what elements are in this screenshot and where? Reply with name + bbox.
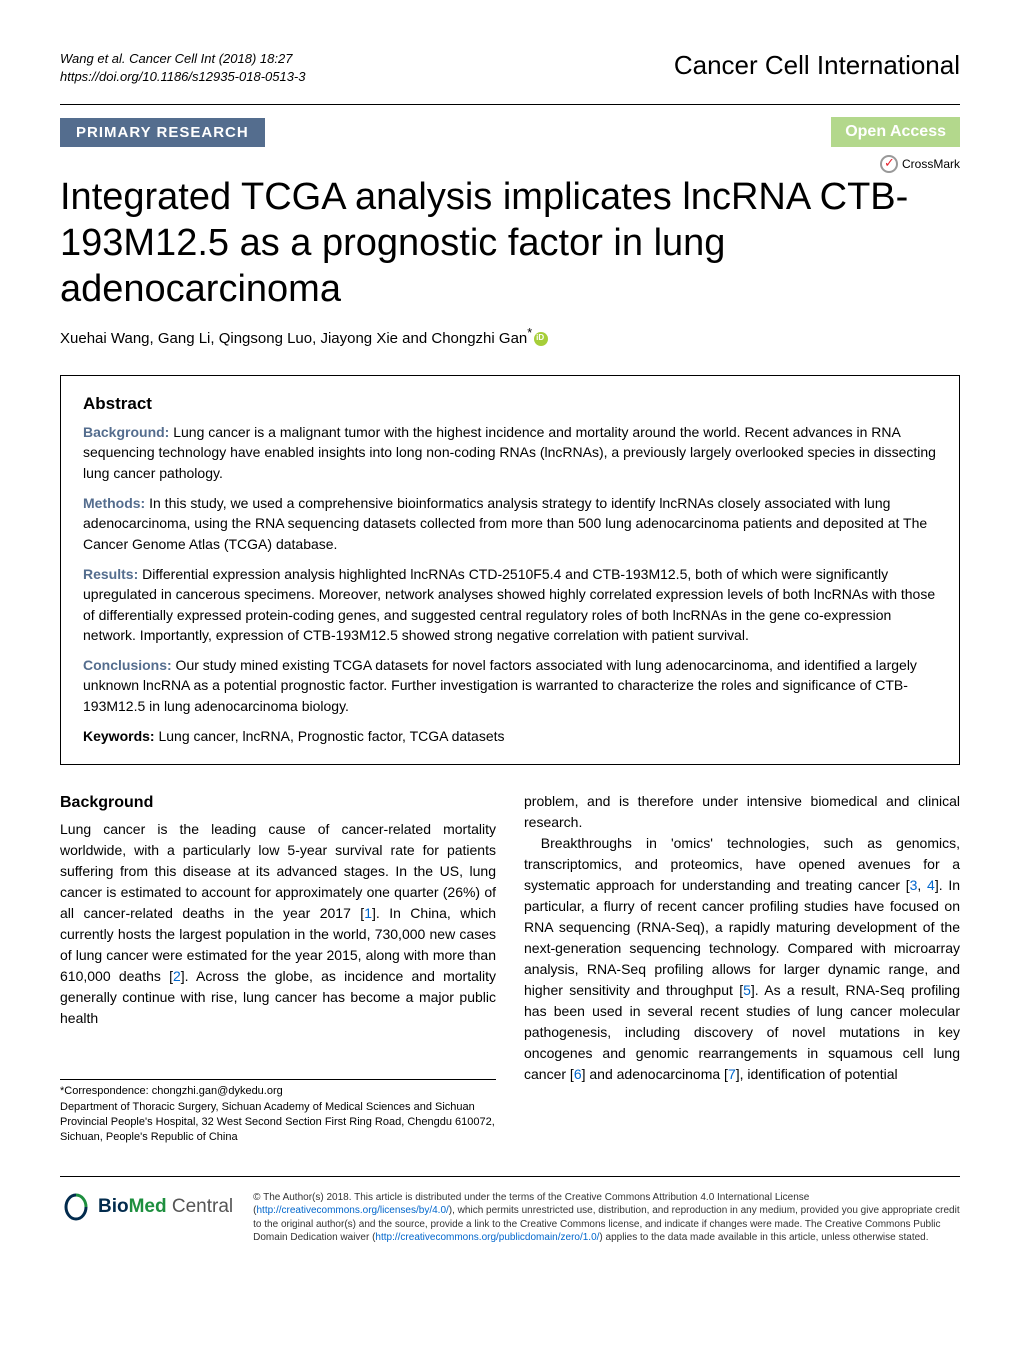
abstract-conclusions-text: Our study mined existing TCGA datasets f…: [83, 657, 917, 714]
ref-1[interactable]: 1: [364, 905, 372, 921]
col2-text-e: ], identification of potential: [736, 1066, 898, 1082]
crossmark-icon: [880, 155, 898, 173]
abstract-keywords-text: Lung cancer, lncRNA, Prognostic factor, …: [155, 728, 505, 744]
abstract-methods-label: Methods:: [83, 495, 145, 511]
abstract-background-label: Background:: [83, 424, 169, 440]
abstract-heading: Abstract: [83, 394, 937, 414]
abstract-methods-text: In this study, we used a comprehensive b…: [83, 495, 927, 552]
license-link-1[interactable]: http://creativecommons.org/licenses/by/4…: [256, 1205, 448, 1216]
bmc-logo[interactable]: BioMed Central: [60, 1191, 233, 1223]
crossmark-row: CrossMark: [60, 155, 960, 173]
open-access-badge: Open Access: [831, 117, 960, 147]
ref-5[interactable]: 5: [743, 982, 751, 998]
background-heading: Background: [60, 791, 496, 815]
col2-text-a: Breakthroughs in 'omics' technologies, s…: [524, 835, 960, 893]
col2-paragraph2: Breakthroughs in 'omics' technologies, s…: [524, 833, 960, 1085]
abstract-box: Abstract Background: Lung cancer is a ma…: [60, 375, 960, 765]
abstract-results-text: Differential expression analysis highlig…: [83, 566, 935, 643]
bmc-icon: [60, 1191, 92, 1223]
ref-2[interactable]: 2: [173, 968, 181, 984]
col2-text-d: ] and adenocarcinoma [: [582, 1066, 728, 1082]
corresponding-marker: *: [527, 326, 532, 340]
author-names: Xuehai Wang, Gang Li, Qingsong Luo, Jiay…: [60, 330, 527, 347]
bmc-text: BioMed Central: [98, 1196, 233, 1218]
license-text: © The Author(s) 2018. This article is di…: [253, 1191, 960, 1245]
crossmark-label: CrossMark: [902, 157, 960, 171]
header-row: Wang et al. Cancer Cell Int (2018) 18:27…: [60, 50, 960, 86]
abstract-keywords: Keywords: Lung cancer, lncRNA, Prognosti…: [83, 726, 937, 746]
crossmark-badge[interactable]: CrossMark: [880, 155, 960, 173]
correspondence-email: *Correspondence: chongzhi.gan@dykedu.org: [60, 1084, 496, 1099]
badge-row: PRIMARY RESEARCH Open Access: [60, 117, 960, 147]
ref-7[interactable]: 7: [728, 1066, 736, 1082]
col1-paragraph: Lung cancer is the leading cause of canc…: [60, 819, 496, 1029]
column-left: Background Lung cancer is the leading ca…: [60, 791, 496, 1146]
abstract-conclusions-label: Conclusions:: [83, 657, 172, 673]
license-c: ) applies to the data made available in …: [599, 1232, 928, 1243]
bmc-med: Med: [129, 1196, 167, 1217]
col2-paragraph1: problem, and is therefore under intensiv…: [524, 791, 960, 833]
correspondence-block: *Correspondence: chongzhi.gan@dykedu.org…: [60, 1079, 496, 1146]
license-link-2[interactable]: http://creativecommons.org/publicdomain/…: [375, 1232, 599, 1243]
citation-line1: Wang et al. Cancer Cell Int (2018) 18:27: [60, 50, 306, 68]
primary-research-badge: PRIMARY RESEARCH: [60, 118, 265, 147]
header-divider: [60, 104, 960, 105]
journal-name: Cancer Cell International: [674, 50, 960, 81]
abstract-conclusions: Conclusions: Our study mined existing TC…: [83, 655, 937, 716]
abstract-keywords-label: Keywords:: [83, 728, 155, 744]
abstract-methods: Methods: In this study, we used a compre…: [83, 493, 937, 554]
citation-line2: https://doi.org/10.1186/s12935-018-0513-…: [60, 68, 306, 86]
col2-text-b: ]. In particular, a flurry of recent can…: [524, 877, 960, 998]
ref-comma: ,: [917, 877, 927, 893]
orcid-icon[interactable]: [534, 332, 548, 346]
abstract-results-label: Results:: [83, 566, 138, 582]
column-right: problem, and is therefore under intensiv…: [524, 791, 960, 1146]
article-title: Integrated TCGA analysis implicates lncR…: [60, 175, 960, 312]
abstract-background: Background: Lung cancer is a malignant t…: [83, 422, 937, 483]
abstract-background-text: Lung cancer is a malignant tumor with th…: [83, 424, 936, 481]
citation: Wang et al. Cancer Cell Int (2018) 18:27…: [60, 50, 306, 86]
bmc-central: Central: [167, 1196, 234, 1217]
authors: Xuehai Wang, Gang Li, Qingsong Luo, Jiay…: [60, 326, 960, 347]
body-columns: Background Lung cancer is the leading ca…: [60, 791, 960, 1146]
abstract-results: Results: Differential expression analysi…: [83, 564, 937, 645]
ref-6[interactable]: 6: [574, 1066, 582, 1082]
correspondence-affiliation: Department of Thoracic Surgery, Sichuan …: [60, 1100, 496, 1146]
ref-4[interactable]: 4: [927, 877, 935, 893]
bmc-bio: Bio: [98, 1196, 129, 1217]
footer: BioMed Central © The Author(s) 2018. Thi…: [60, 1176, 960, 1245]
